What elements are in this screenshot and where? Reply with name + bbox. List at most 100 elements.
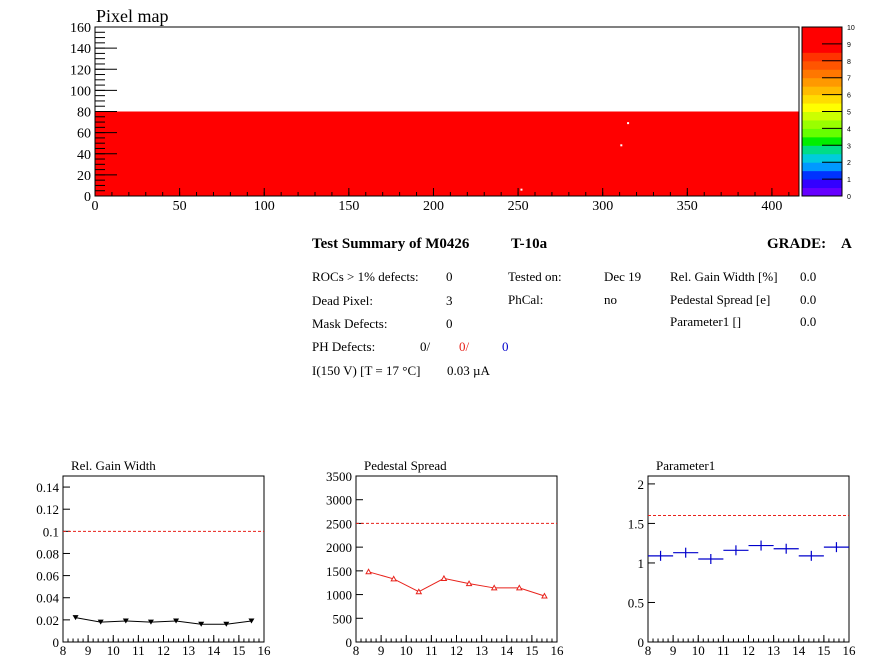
palette-tick-label: 10 [847, 25, 855, 32]
y-tick-label: 2 [638, 477, 645, 492]
y-tick-label: 0.08 [36, 546, 59, 561]
y-tick-label: 0.5 [628, 595, 644, 610]
data-point [365, 568, 372, 575]
palette-swatch [802, 179, 842, 189]
palette-swatch [802, 69, 842, 79]
x-tick-label: 11 [132, 643, 145, 658]
x-tick-label: 12 [742, 643, 755, 658]
pedestal-spread-value: 0.0 [800, 292, 816, 307]
data-point [390, 575, 398, 582]
series-line [368, 571, 545, 597]
grade-value: A [841, 236, 852, 252]
phcal-label: PhCal: [508, 292, 543, 307]
pixel-map-title: Pixel map [96, 6, 169, 26]
chart-title: Parameter1 [656, 458, 715, 473]
chart-title: Rel. Gain Width [71, 458, 156, 473]
x-tick-label: 11 [425, 643, 438, 658]
x-tick-label: 200 [423, 199, 444, 214]
data-point [465, 580, 473, 587]
data-point [698, 554, 724, 564]
x-tick-label: 10 [107, 643, 120, 658]
x-tick-label: 15 [232, 643, 245, 658]
chart-frame [355, 475, 558, 643]
x-tick-label: 15 [525, 643, 538, 658]
y-tick-label: 1 [638, 556, 645, 571]
palette-swatch [802, 170, 842, 180]
x-tick-label: 15 [817, 643, 830, 658]
rel-gain-label: Rel. Gain Width [%] [670, 269, 778, 284]
data-point [97, 619, 104, 625]
palette-swatch [802, 162, 842, 172]
x-tick-label: 13 [475, 643, 488, 658]
x-tick-label: 8 [60, 643, 67, 658]
y-tick-label: 3500 [326, 469, 352, 484]
palette-swatch [802, 27, 842, 36]
x-tick-label: 16 [551, 643, 565, 658]
parameter1-value: 0.0 [800, 314, 816, 329]
data-point [198, 621, 205, 627]
y-tick-label: 140 [70, 42, 91, 57]
x-tick-label: 250 [508, 199, 529, 214]
x-tick-label: 10 [692, 643, 705, 658]
x-tick-label: 16 [258, 643, 272, 658]
chart-title: Pedestal Spread [364, 458, 447, 473]
data-point [541, 592, 548, 599]
tested-on-label: Tested on: [508, 269, 562, 284]
dead-pixel-label: Dead Pixel: [312, 293, 373, 308]
rocs-label: ROCs > 1% defects: [312, 269, 419, 284]
palette-tick-label: 6 [847, 93, 851, 100]
x-tick-label: 150 [338, 199, 359, 214]
data-point [223, 621, 230, 627]
y-tick-label: 100 [70, 84, 91, 99]
x-tick-label: 8 [353, 643, 360, 658]
palette-tick-label: 0 [847, 194, 851, 201]
x-tick-label: 9 [378, 643, 385, 658]
data-point [490, 584, 498, 591]
ph-defects-label: PH Defects: [312, 339, 375, 354]
x-tick-label: 100 [254, 199, 275, 214]
y-tick-label: 120 [70, 63, 91, 78]
y-tick-label: 0 [346, 635, 353, 650]
data-point [248, 618, 255, 624]
x-tick-label: 10 [400, 643, 413, 658]
phcal-value: no [604, 292, 617, 307]
data-point [773, 543, 799, 554]
x-tick-label: 350 [677, 199, 698, 214]
summary-title: Test Summary of M0426 [312, 236, 470, 252]
grade-label: GRADE: [767, 236, 826, 252]
mask-defects-value: 0 [446, 316, 453, 331]
palette-tick-label: 7 [847, 76, 851, 83]
dead-pixel-value: 3 [446, 293, 453, 308]
y-tick-label: 0.02 [36, 613, 59, 628]
palette-tick-label: 8 [847, 59, 851, 66]
dead-pixel [520, 188, 523, 191]
y-tick-label: 60 [77, 127, 91, 142]
palette-swatch [802, 111, 842, 121]
x-tick-label: 50 [173, 199, 187, 214]
y-tick-label: 80 [77, 106, 91, 121]
ph-defects-value-red: 0/ [459, 339, 470, 354]
ph-defects-value-black: 0/ [420, 339, 431, 354]
y-tick-label: 1000 [326, 588, 352, 603]
data-point [823, 542, 849, 553]
x-tick-label: 9 [85, 643, 92, 658]
x-tick-label: 16 [843, 643, 857, 658]
palette-tick-label: 2 [847, 160, 851, 167]
x-tick-label: 11 [717, 643, 730, 658]
dead-pixel [620, 144, 623, 147]
x-tick-label: 13 [767, 643, 780, 658]
pedestal-spread-chart: Pedestal Spread 8 9 10 11 12 13 14 15 16 0 500 1000 1… [326, 458, 564, 658]
rocs-value: 0 [446, 269, 453, 284]
palette-tick-label: 1 [847, 177, 851, 184]
y-tick-label: 3000 [326, 493, 352, 508]
mask-defects-label: Mask Defects: [312, 316, 387, 331]
palette-swatch [802, 77, 842, 87]
y-tick-label: 0 [53, 635, 60, 650]
data-point [748, 540, 774, 551]
data-point [798, 550, 824, 561]
data-point [515, 584, 523, 591]
palette-swatch [802, 35, 842, 45]
data-point [648, 550, 674, 561]
dead-pixel [627, 122, 630, 125]
